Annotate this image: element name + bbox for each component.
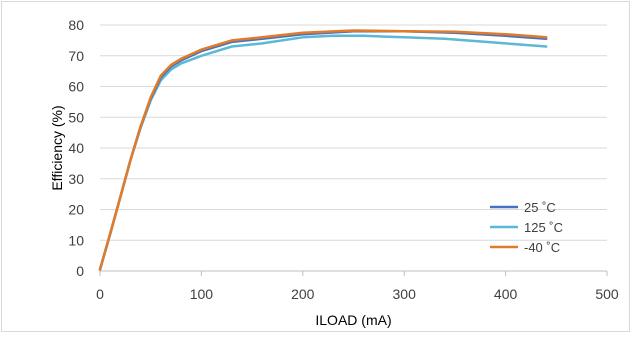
y-tick-label-30: 30 — [68, 171, 84, 187]
chart-frame: 0 10 20 30 40 50 60 70 80 0 100 200 300 400 500 ILOAD… — [1, 1, 630, 332]
y-tick-label-80: 80 — [68, 17, 84, 33]
y-tick-label-0: 0 — [76, 263, 84, 279]
y-tick-label-40: 40 — [68, 140, 84, 156]
series-line-0 — [98, 29, 548, 271]
x-tick-labels: 0 100 200 300 400 500 — [96, 286, 619, 302]
efficiency-chart: 0 10 20 30 40 50 60 70 80 0 100 200 300 400 500 ILOAD… — [49, 17, 619, 328]
x-tick-marks — [99, 271, 608, 276]
y-axis-title: Efficiency (%) — [49, 105, 65, 190]
legend: 25 ˚C 125 ˚C -40 ˚C — [490, 200, 563, 255]
y-tick-label-50: 50 — [68, 109, 84, 125]
x-tick-label-500: 500 — [595, 286, 619, 302]
x-tick-label-200: 200 — [291, 286, 315, 302]
y-tick-labels: 0 10 20 30 40 50 60 70 80 — [68, 17, 84, 279]
x-tick-label-100: 100 — [190, 286, 214, 302]
legend-label-2: -40 ˚C — [524, 240, 560, 255]
y-tick-label-60: 60 — [68, 79, 84, 95]
y-tick-label-70: 70 — [68, 48, 84, 64]
x-tick-label-0: 0 — [96, 286, 104, 302]
gridlines — [100, 24, 607, 241]
x-tick-label-300: 300 — [393, 286, 417, 302]
y-tick-label-20: 20 — [68, 202, 84, 218]
x-tick-label-400: 400 — [494, 286, 518, 302]
legend-label-1: 125 ˚C — [524, 220, 563, 235]
legend-label-0: 25 ˚C — [524, 200, 556, 215]
y-tick-label-10: 10 — [68, 232, 84, 248]
x-axis-title: ILOAD (mA) — [315, 312, 391, 328]
series-lines — [98, 29, 548, 271]
series-line-2 — [98, 29, 548, 271]
